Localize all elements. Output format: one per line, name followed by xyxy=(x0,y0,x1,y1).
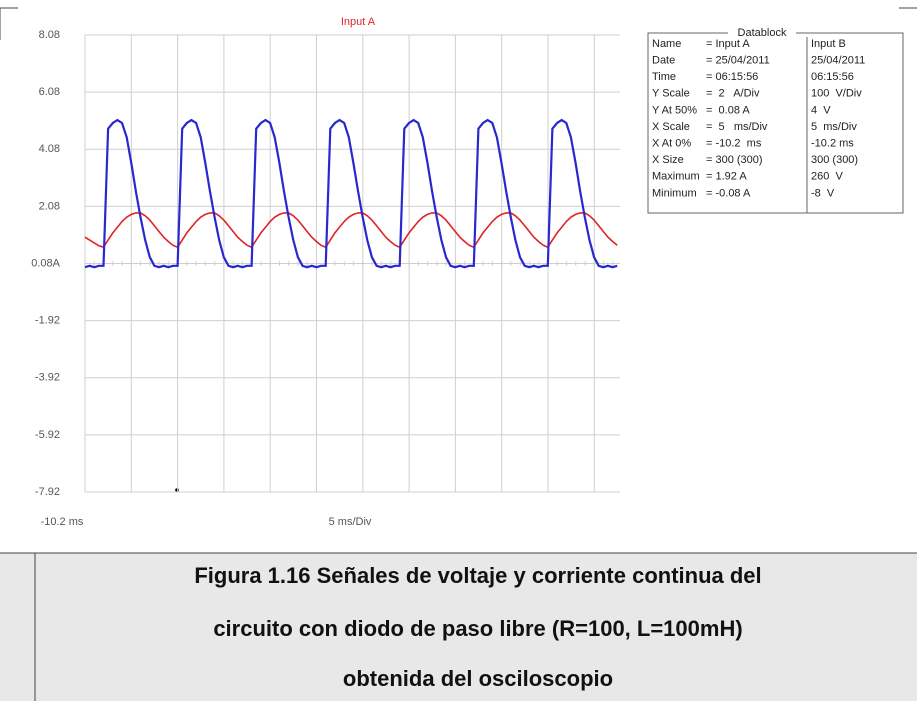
caption-line: circuito con diodo de paso libre (R=100,… xyxy=(213,616,742,641)
y-tick-label: 8.08 xyxy=(39,29,60,41)
datablock-value-a: = 0.08 A xyxy=(706,104,750,116)
caption-line: obtenida del osciloscopio xyxy=(343,666,613,691)
chart-title: Input A xyxy=(341,16,376,28)
y-tick-label: 2.08 xyxy=(39,200,60,212)
datablock-value-b: Input B xyxy=(811,38,846,50)
datablock-value-b: -8 V xyxy=(811,187,835,199)
datablock-value-a: = 25/04/2011 xyxy=(706,55,770,67)
y-tick-label: 0.08A xyxy=(31,257,60,269)
datablock-value-a: = -0.08 A xyxy=(706,187,751,199)
caption-line: Figura 1.16 Señales de voltaje y corrien… xyxy=(194,563,761,588)
datablock-value-b: 4 V xyxy=(811,104,831,116)
series-line xyxy=(84,212,618,249)
x-start-label: -10.2 ms xyxy=(41,516,84,528)
y-tick-label: -5.92 xyxy=(35,429,60,441)
datablock-value-a: = 1.92 A xyxy=(706,171,747,183)
y-tick-label: 4.08 xyxy=(39,143,60,155)
y-tick-label: -3.92 xyxy=(35,372,60,384)
datablock-label: X At 0% xyxy=(652,138,691,150)
datablock-value-b: 300 (300) xyxy=(811,154,858,166)
datablock-label: X Scale xyxy=(652,121,690,133)
cursor-dot xyxy=(175,488,179,492)
datablock-box xyxy=(647,32,904,214)
datablock-value-b: 100 V/Div xyxy=(811,88,862,100)
datablock-value-a: = 2 A/Div xyxy=(706,88,760,100)
caption-background xyxy=(0,553,917,701)
datablock-value-b: 260 V xyxy=(811,171,843,183)
datablock-label: X Size xyxy=(652,154,684,166)
datablock-label: Name xyxy=(652,38,681,50)
datablock-label: Date xyxy=(652,55,675,67)
datablock-value-b: 25/04/2011 xyxy=(811,55,865,67)
y-tick-label: 6.08 xyxy=(39,86,60,98)
x-scale-label: 5 ms/Div xyxy=(329,516,372,528)
datablock-title-bg xyxy=(728,27,796,39)
series-line xyxy=(84,118,618,269)
datablock-value-b: 06:15:56 xyxy=(811,71,854,83)
datablock-value-a: = Input A xyxy=(706,38,750,50)
datablock-value-a: = -10.2 ms xyxy=(706,138,762,150)
datablock-label: Minimum xyxy=(652,187,697,199)
datablock-label: Y At 50% xyxy=(652,104,697,116)
y-tick-label: -7.92 xyxy=(35,486,60,498)
datablock-value-a: = 5 ms/Div xyxy=(706,121,768,133)
datablock-title: Datablock xyxy=(738,27,787,39)
datablock-value-b: -10.2 ms xyxy=(811,138,854,150)
datablock-value-a: = 06:15:56 xyxy=(706,71,758,83)
y-tick-label: -1.92 xyxy=(35,315,60,327)
datablock-label: Time xyxy=(652,71,676,83)
datablock-value-a: = 300 (300) xyxy=(706,154,763,166)
datablock-value-b: 5 ms/Div xyxy=(811,121,857,133)
datablock-label: Y Scale xyxy=(652,88,690,100)
datablock-label: Maximum xyxy=(652,171,700,183)
